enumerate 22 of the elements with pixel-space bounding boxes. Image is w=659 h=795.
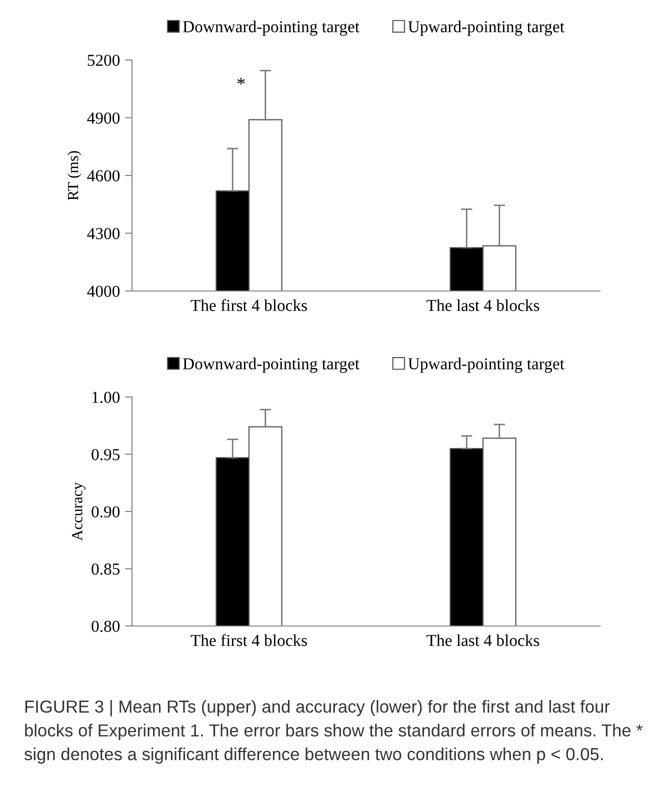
y-tick-label: 0.90 — [92, 506, 120, 518]
y-tick-label: 0.80 — [92, 620, 120, 632]
y-tick-label: 4000 — [87, 286, 120, 297]
y-axis-title: RT (ms) — [67, 151, 82, 200]
y-tick-label: 5200 — [88, 54, 120, 66]
legend-label: Downward-pointing target — [183, 20, 360, 36]
y-tick-label: 0.85 — [92, 563, 120, 575]
legend-label: Downward-pointing target — [183, 358, 360, 373]
legend-label: Upward-pointing target — [408, 20, 564, 36]
caption: FIGURE 3 | Mean RTs (upper) and accuracy (lower) for the first and last four blocks of Experiment 1. The error bars show the standard errors of means. The * sign denotes a significant difference between two conditions when p < 0.05. — [24, 700, 643, 764]
y-axis-title: Accuracy — [72, 482, 86, 541]
y-tick-label: 0.95 — [92, 448, 120, 460]
legend-label: Upward-pointing target — [408, 358, 564, 373]
annotation: * — [237, 78, 245, 85]
y-tick-label: 4600 — [87, 170, 120, 182]
y-tick-label: 4900 — [87, 112, 120, 124]
y-tick-label: 1.00 — [92, 392, 120, 404]
y-tick-label: 4300 — [87, 228, 120, 240]
x-tick-label: The first 4 blocks — [190, 299, 307, 312]
x-tick-label: The last 4 blocks — [426, 634, 540, 646]
x-tick-label: The last 4 blocks — [426, 299, 540, 312]
x-tick-label: The first 4 blocks — [190, 634, 307, 646]
